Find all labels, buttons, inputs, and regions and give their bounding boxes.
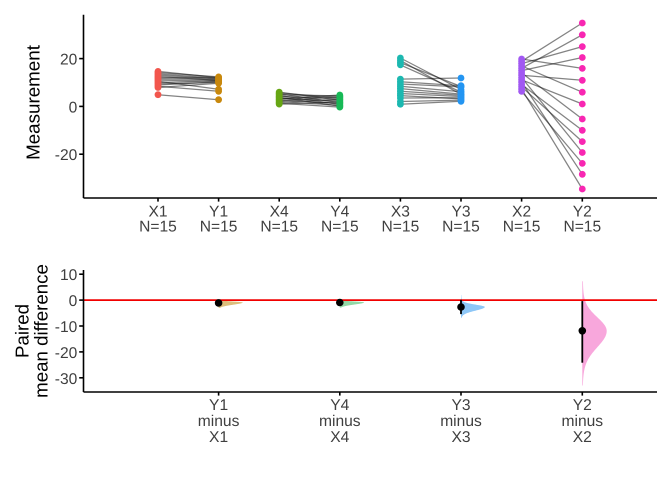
svg-text:X2: X2 [573,429,592,446]
svg-text:minus: minus [440,413,482,430]
svg-text:minus: minus [561,413,603,430]
svg-text:-20: -20 [55,147,78,164]
svg-text:Y4: Y4 [330,397,349,414]
svg-text:N=15: N=15 [260,219,298,236]
svg-text:N=15: N=15 [139,219,177,236]
svg-text:Y2: Y2 [573,204,592,221]
svg-text:N=15: N=15 [200,219,238,236]
svg-text:minus: minus [319,413,361,430]
svg-text:mean difference: mean difference [31,264,52,398]
svg-text:-10: -10 [55,319,78,336]
svg-text:Y3: Y3 [451,397,470,414]
svg-text:X2: X2 [512,204,531,221]
svg-text:X3: X3 [451,429,470,446]
svg-text:-30: -30 [55,371,78,388]
svg-text:N=15: N=15 [503,219,541,236]
svg-text:Y4: Y4 [330,204,349,221]
svg-text:10: 10 [60,267,78,284]
svg-text:X4: X4 [330,429,349,446]
svg-text:minus: minus [198,413,240,430]
svg-text:N=15: N=15 [382,219,420,236]
svg-text:Y3: Y3 [451,204,470,221]
svg-text:Paired: Paired [11,304,32,358]
svg-text:-20: -20 [55,345,78,362]
svg-text:20: 20 [60,52,78,69]
svg-text:X4: X4 [270,204,289,221]
svg-text:X1: X1 [148,204,167,221]
svg-text:0: 0 [69,99,78,116]
svg-text:N=15: N=15 [321,219,359,236]
svg-text:Y1: Y1 [209,397,228,414]
svg-text:0: 0 [69,293,78,310]
svg-text:X1: X1 [209,429,228,446]
svg-text:N=15: N=15 [563,219,601,236]
svg-text:X3: X3 [391,204,410,221]
svg-text:Y1: Y1 [209,204,228,221]
svg-text:Measurement: Measurement [23,44,44,160]
svg-text:Y2: Y2 [573,397,592,414]
svg-text:N=15: N=15 [442,219,480,236]
